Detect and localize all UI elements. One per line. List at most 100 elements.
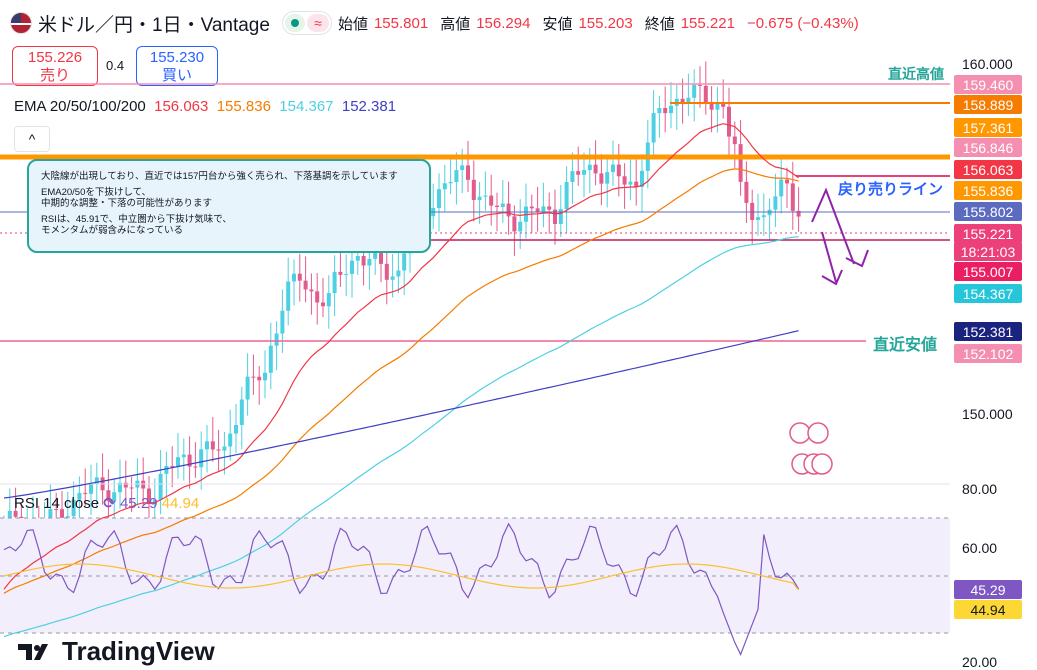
candle-body	[112, 492, 117, 502]
analysis-note: 大陰線が出現しており、直近では157円台から強く売られ、下落基調を示しています …	[27, 159, 431, 253]
price-tag: 152.102	[954, 344, 1022, 363]
candle-body	[442, 183, 447, 190]
candle-body	[222, 446, 227, 451]
rsi-ma-line	[3, 563, 800, 591]
candle-body	[541, 206, 546, 213]
candle-body	[141, 480, 146, 489]
candles-group	[2, 61, 801, 561]
price-axis-top: 160.000	[962, 56, 1013, 72]
candle-body	[210, 441, 215, 450]
candle-body	[785, 179, 789, 184]
rsi-settings-icon[interactable]: ⟳	[103, 495, 116, 512]
candle-body	[129, 487, 134, 489]
symbol-title[interactable]: 米ドル／円・1日・Vantage	[38, 14, 270, 36]
candle-body	[367, 258, 372, 266]
candle-body	[89, 484, 93, 494]
candle-body	[65, 516, 70, 518]
candle-body	[187, 454, 192, 467]
candle-body	[628, 181, 633, 185]
price-tag: 157.361	[954, 118, 1022, 137]
candle-body	[553, 209, 557, 224]
candle-body	[529, 206, 534, 209]
candle-body	[576, 171, 581, 175]
candle-body	[558, 209, 563, 224]
rsi-value: 45.29	[119, 495, 158, 512]
candle-body	[669, 105, 673, 114]
candle-body	[384, 263, 389, 280]
candle-body	[309, 289, 314, 292]
tv-logo-icon	[18, 643, 48, 660]
candle-body	[326, 293, 331, 307]
candle-body	[732, 136, 737, 145]
candle-body	[471, 179, 476, 201]
candle-body	[245, 376, 250, 400]
ema20-line	[3, 123, 799, 590]
candle-body	[251, 376, 256, 378]
collapse-legend-button[interactable]: ^	[14, 126, 50, 152]
ema200-value: 152.381	[341, 98, 397, 115]
high-value: 156.294	[476, 14, 531, 32]
ema-legend[interactable]: EMA 20/50/100/200 156.063 155.836 154.36…	[14, 98, 396, 115]
candle-body	[402, 253, 407, 271]
candle-body	[634, 181, 639, 187]
candle-body	[118, 482, 122, 493]
candle-body	[268, 345, 273, 373]
candle-body	[506, 203, 511, 217]
price-tag: 155.221	[954, 224, 1022, 243]
buy-button[interactable]: 155.230 買い	[136, 46, 218, 86]
candle-body	[315, 291, 320, 303]
event-icon	[789, 422, 811, 444]
candle-body	[321, 302, 325, 307]
rsi-axis-80: 80.00	[962, 481, 998, 497]
rsi-line	[3, 522, 800, 656]
candle-body	[535, 208, 540, 213]
candle-body	[228, 433, 233, 447]
candle-body	[703, 85, 708, 104]
candle-body	[796, 210, 801, 217]
rsi-legend[interactable]: RSI 14 close ⟳ 45.29 44.94	[14, 494, 199, 512]
candle-body	[106, 490, 111, 502]
sell-button[interactable]: 155.226 売り	[12, 46, 98, 86]
rsi-axis-60: 60.00	[962, 540, 998, 556]
candle-body	[83, 492, 88, 494]
ema-label: EMA 20/50/100/200	[14, 98, 146, 115]
candle-body	[593, 164, 598, 174]
candle-body	[176, 457, 180, 467]
candle-body	[437, 189, 441, 208]
note-line-3b: モメンタムが弱含みになっている	[41, 225, 184, 236]
candle-body	[460, 165, 465, 171]
candle-body	[599, 173, 604, 184]
close-label: 終値	[644, 15, 675, 33]
candle-body	[680, 98, 685, 104]
candle-body	[738, 144, 743, 182]
ema50-value: 155.836	[216, 98, 271, 115]
status-pill[interactable]: ≈	[281, 11, 332, 35]
sell-price: 155.226	[27, 49, 83, 66]
candle-body	[698, 84, 702, 86]
candle-body	[303, 280, 308, 290]
candle-body	[193, 466, 198, 468]
tradingview-logo[interactable]: TradingView	[18, 636, 215, 667]
price-tag: 159.460	[954, 75, 1022, 94]
price-tag: 152.381	[954, 322, 1022, 341]
candle-body	[396, 270, 401, 277]
candle-body	[790, 183, 795, 211]
brand-name: TradingView	[62, 636, 215, 666]
candle-body	[280, 310, 285, 334]
spread-value: 0.4	[106, 58, 125, 73]
rsi-tag: 45.29	[954, 580, 1022, 599]
candle-body	[158, 473, 163, 500]
candle-body	[489, 195, 494, 206]
rsi-ma-tag: 44.94	[954, 600, 1022, 619]
candle-body	[199, 449, 204, 468]
candle-body	[379, 250, 383, 264]
candle-body	[373, 250, 378, 259]
candle-body	[344, 273, 349, 275]
candle-body	[239, 399, 244, 425]
price-tag: 155.802	[954, 202, 1022, 221]
price-tag: 155.836	[954, 181, 1022, 200]
candle-body	[164, 465, 169, 474]
candle-body	[216, 449, 221, 451]
sell-label: 売り	[39, 67, 70, 84]
